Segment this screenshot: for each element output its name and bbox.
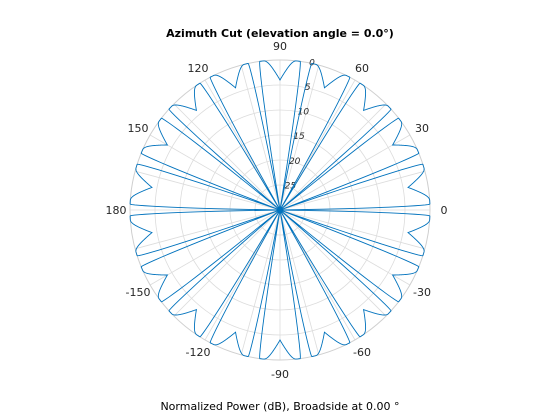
chart-title: Azimuth Cut (elevation angle = 0.0°) bbox=[166, 27, 394, 40]
x-axis-label: Normalized Power (dB), Broadside at 0.00… bbox=[160, 400, 399, 413]
grid-spoke bbox=[279, 65, 320, 211]
grid-spoke bbox=[135, 170, 281, 211]
pattern-trace bbox=[129, 60, 431, 360]
outer-ring bbox=[129, 59, 431, 361]
angle-tick-label: -30 bbox=[413, 286, 431, 299]
grid-spoke bbox=[173, 209, 281, 317]
grid-spoke bbox=[149, 134, 281, 211]
grid-spoke bbox=[279, 134, 411, 211]
angle-tick-label: 90 bbox=[273, 40, 287, 53]
grid-spoke bbox=[135, 209, 281, 250]
grid-spoke bbox=[279, 209, 356, 341]
angle-tick-label: 0 bbox=[441, 204, 448, 217]
grid-spoke bbox=[279, 170, 425, 211]
radial-tick-label: 15 bbox=[293, 132, 305, 142]
angle-tick-label: -60 bbox=[353, 346, 371, 359]
grid-spoke bbox=[173, 103, 281, 211]
radial-tick-label: 20 bbox=[289, 157, 301, 167]
angle-tick-label: 120 bbox=[188, 62, 209, 75]
grid-spoke bbox=[240, 65, 281, 211]
grid-spoke bbox=[279, 209, 387, 317]
angle-tick-label: 60 bbox=[355, 62, 369, 75]
grid-spoke bbox=[279, 103, 387, 211]
grid-spoke bbox=[279, 209, 411, 286]
radial-tick-label: 5 bbox=[305, 83, 311, 93]
angle-tick-label: -120 bbox=[186, 346, 211, 359]
radial-tick-label: 10 bbox=[298, 108, 310, 118]
angle-tick-label: -90 bbox=[271, 368, 289, 381]
grid-spoke bbox=[149, 209, 281, 286]
grid-spoke bbox=[279, 209, 425, 250]
angle-tick-label: -150 bbox=[125, 286, 150, 299]
angle-tick-labels: 90 60 30 0 -30 -60 -90 -120 -150 180 150 120 bbox=[106, 40, 448, 381]
angle-tick-label: 180 bbox=[106, 204, 127, 217]
grid-spoke bbox=[240, 209, 281, 355]
grid-spoke bbox=[279, 79, 356, 211]
radial-tick-label: 25 bbox=[285, 181, 297, 191]
grid-spoke bbox=[204, 79, 281, 211]
grid-spoke bbox=[204, 209, 281, 341]
angle-tick-label: 150 bbox=[127, 122, 148, 135]
angle-tick-label: 30 bbox=[415, 122, 429, 135]
grid-spoke bbox=[279, 209, 320, 355]
